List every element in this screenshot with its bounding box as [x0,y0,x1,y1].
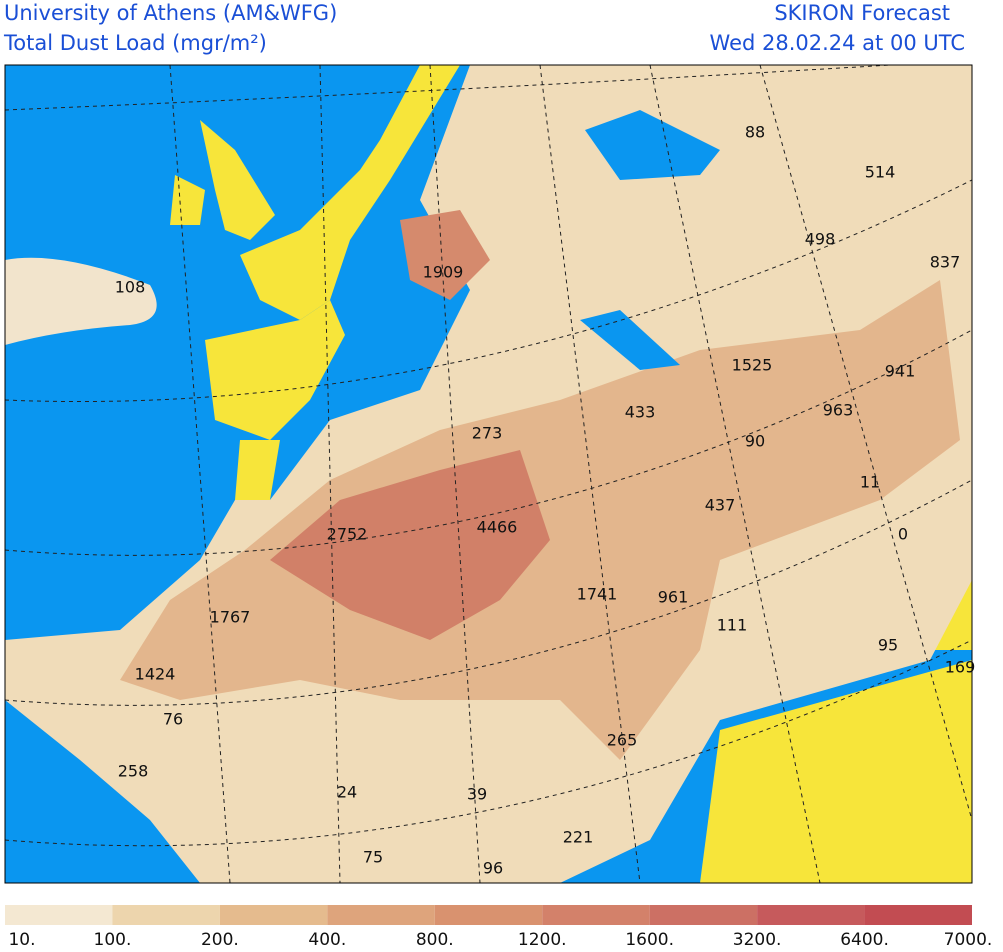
map-value-label: 1767 [210,608,251,627]
map-value-label: 95 [878,636,898,655]
map-value-label: 75 [363,848,383,867]
legend-label: 6400. [840,930,889,948]
map-value-label: 514 [865,163,896,182]
legend: 10. 100. 200. 400. 800. 1200. 1600. 3200. 6400. 7… [5,905,993,950]
legend-label: 7000. [944,930,993,948]
sea-east [580,310,680,370]
map-value-label: 961 [658,588,689,607]
map-value-label: 1909 [423,263,464,282]
legend-swatch [5,905,113,925]
map-value-label: 1741 [577,585,618,604]
legend-label: 100. [94,930,132,948]
map-value-label: 90 [745,432,765,451]
map-labels: 108 1909 88 514 498 837 1525 941 963 433 273 90 11 43… [115,123,976,878]
legend-label: 1600. [625,930,674,948]
map-value-label: 76 [163,710,183,729]
legend-label: 800. [416,930,454,948]
legend-label: 400. [308,930,346,948]
map-frame [4,64,973,884]
map-value-label: 963 [823,401,854,420]
map-value-label: 433 [625,403,656,422]
legend-label: 3200. [733,930,782,948]
dust-plume [5,257,157,345]
header-date: Wed 28.02.24 at 00 UTC [710,31,965,55]
map-value-label: 2752 [327,525,368,544]
map-value-label: 265 [607,731,638,750]
map-value-label: 11 [860,473,880,492]
legend-label: 10. [8,930,35,948]
map-value-label: 88 [745,123,765,142]
legend-swatch [219,905,328,925]
header-subtitle: Total Dust Load (mgr/m²) [3,31,267,55]
legend-label: 1200. [518,930,567,948]
map-value-label: 39 [467,785,487,804]
dust-high [270,450,550,640]
map-value-label: 1525 [732,356,773,375]
map-value-label: 96 [483,859,503,878]
map [4,64,973,884]
legend-swatch [434,905,543,925]
map-value-label: 0 [898,525,908,544]
black-sea [585,110,720,180]
legend-swatch [327,905,435,925]
legend-label: 200. [201,930,239,948]
map-value-label: 941 [885,362,916,381]
graticule [5,65,972,883]
map-value-label: 24 [337,783,357,802]
map-value-label: 498 [805,230,836,249]
legend-swatch [649,905,758,925]
map-value-label: 1424 [135,665,176,684]
map-value-label: 169 [945,658,976,677]
legend-swatch [757,905,865,925]
map-value-label: 108 [115,278,146,297]
map-value-label: 4466 [477,518,518,537]
map-value-label: 111 [717,616,748,635]
map-value-label: 437 [705,496,736,515]
map-value-label: 273 [472,424,503,443]
header-model: SKIRON Forecast [774,1,950,25]
header-title: University of Athens (AM&WFG) [4,1,337,25]
dust-high-alps [400,210,490,300]
legend-swatch [112,905,220,925]
legend-swatch [864,905,972,925]
map-value-label: 837 [930,253,961,272]
map-value-label: 258 [118,762,149,781]
legend-swatch [542,905,650,925]
map-value-label: 221 [563,828,594,847]
